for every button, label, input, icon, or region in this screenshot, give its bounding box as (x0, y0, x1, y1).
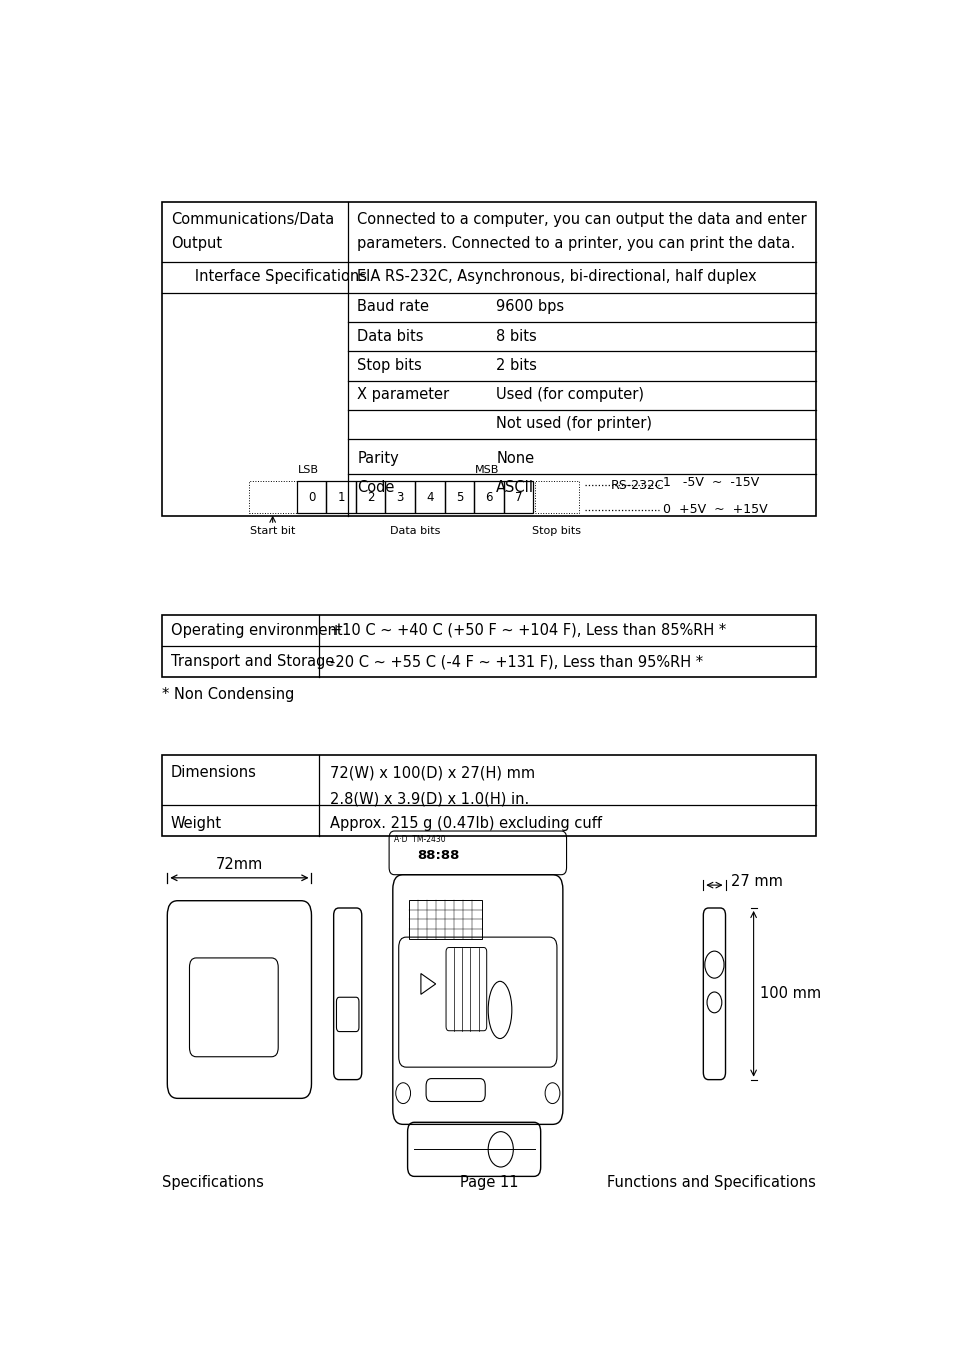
Text: Stop bits: Stop bits (532, 526, 580, 536)
Text: Page 11: Page 11 (459, 1175, 517, 1190)
Text: 1   -5V  ~  -15V: 1 -5V ~ -15V (662, 476, 759, 489)
Text: Transport and Storage: Transport and Storage (171, 654, 335, 669)
Text: Connected to a computer, you can output the data and enter: Connected to a computer, you can output … (357, 212, 806, 227)
Text: Specifications: Specifications (162, 1175, 264, 1190)
Text: 100 mm: 100 mm (759, 986, 820, 1001)
Text: 4: 4 (426, 490, 433, 504)
Text: Code: Code (357, 481, 395, 496)
Text: 72mm: 72mm (215, 857, 263, 871)
Text: Communications/Data: Communications/Data (171, 212, 334, 227)
Text: 0: 0 (308, 490, 314, 504)
Text: Data bits: Data bits (357, 328, 423, 343)
Text: 2 bits: 2 bits (496, 358, 537, 373)
Text: 27 mm: 27 mm (731, 874, 782, 889)
Text: 8 bits: 8 bits (496, 328, 537, 343)
Text: -20 C ~ +55 C (-4 F ~ +131 F), Less than 95%RH *: -20 C ~ +55 C (-4 F ~ +131 F), Less than… (330, 654, 702, 669)
Text: Dimensions: Dimensions (171, 766, 256, 781)
Text: 88:88: 88:88 (416, 848, 459, 862)
Text: Weight: Weight (171, 816, 222, 831)
Text: Functions and Specifications: Functions and Specifications (606, 1175, 815, 1190)
Text: 2.8(W) x 3.9(D) x 1.0(H) in.: 2.8(W) x 3.9(D) x 1.0(H) in. (330, 792, 529, 807)
Text: * Non Condensing: * Non Condensing (162, 688, 294, 703)
Text: ASCII: ASCII (496, 481, 534, 496)
Text: 2: 2 (367, 490, 374, 504)
Text: MSB: MSB (475, 465, 498, 476)
Text: RS-232C: RS-232C (610, 480, 664, 492)
Text: 1: 1 (337, 490, 344, 504)
Text: 9600 bps: 9600 bps (496, 300, 564, 315)
Text: EIA RS-232C, Asynchronous, bi-directional, half duplex: EIA RS-232C, Asynchronous, bi-directiona… (357, 269, 756, 284)
Text: Data bits: Data bits (390, 526, 439, 536)
Text: None: None (496, 451, 534, 466)
Text: +10 C ~ +40 C (+50 F ~ +104 F), Less than 85%RH *: +10 C ~ +40 C (+50 F ~ +104 F), Less tha… (330, 623, 725, 638)
Text: 0  +5V  ~  +15V: 0 +5V ~ +15V (662, 503, 766, 516)
Text: Output: Output (171, 236, 222, 251)
Text: Start bit: Start bit (250, 526, 295, 536)
Text: A·D  TM-2430: A·D TM-2430 (394, 835, 445, 844)
Text: Approx. 215 g (0.47lb) excluding cuff: Approx. 215 g (0.47lb) excluding cuff (330, 816, 601, 831)
Text: Used (for computer): Used (for computer) (496, 386, 643, 401)
Text: LSB: LSB (297, 465, 318, 476)
Text: Parity: Parity (357, 451, 398, 466)
Text: 72(W) x 100(D) x 27(H) mm: 72(W) x 100(D) x 27(H) mm (330, 766, 535, 781)
Text: 5: 5 (456, 490, 462, 504)
Bar (409, 900, 481, 939)
Text: 7: 7 (515, 490, 521, 504)
Text: parameters. Connected to a printer, you can print the data.: parameters. Connected to a printer, you … (357, 236, 795, 251)
Text: Stop bits: Stop bits (357, 358, 421, 373)
Text: 6: 6 (485, 490, 492, 504)
Text: X parameter: X parameter (357, 386, 449, 401)
Text: Interface Specifications: Interface Specifications (180, 269, 366, 284)
Text: Baud rate: Baud rate (357, 300, 429, 315)
Text: Operating environment: Operating environment (171, 623, 342, 638)
Text: Not used (for printer): Not used (for printer) (496, 416, 652, 431)
Text: 3: 3 (396, 490, 403, 504)
